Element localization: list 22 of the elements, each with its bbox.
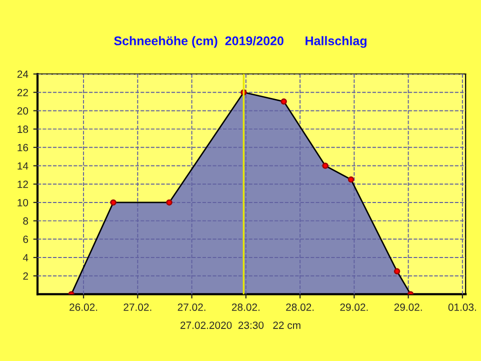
y-tick-label: 24: [17, 70, 28, 78]
y-tick-label: 22: [17, 88, 28, 96]
text: 27.02.2020 23:30 22 cm: [180, 322, 300, 329]
x-tick-label: 27.02.: [124, 304, 152, 311]
x-tick-label: 01.03.: [448, 304, 476, 311]
y-tick-label: 4: [22, 254, 28, 262]
x-tick-label: 27.02.: [178, 304, 206, 311]
x-tick-label: 28.02.: [286, 304, 314, 311]
y-tick-label: 14: [18, 162, 28, 170]
y-tick-label: 12: [18, 180, 28, 188]
x-tick-label: 28.02.: [232, 304, 260, 311]
x-tick-label: 26.02.: [70, 304, 98, 311]
chart-title: Schneehöhe (cm) 2019/2020 Hallschlag: [114, 36, 366, 48]
y-tick-label: 10: [18, 198, 28, 206]
x-tick-label: 29.02.: [340, 304, 368, 311]
y-tick-label: 2: [23, 272, 28, 280]
y-tick-label: 16: [18, 144, 28, 152]
y-tick-label: 20: [17, 107, 28, 115]
y-tick-label: 6: [23, 236, 28, 244]
y-tick-label: 18: [18, 126, 28, 133]
y-tick-label: 8: [23, 217, 28, 225]
x-tick-label: 29.02.: [394, 304, 422, 311]
